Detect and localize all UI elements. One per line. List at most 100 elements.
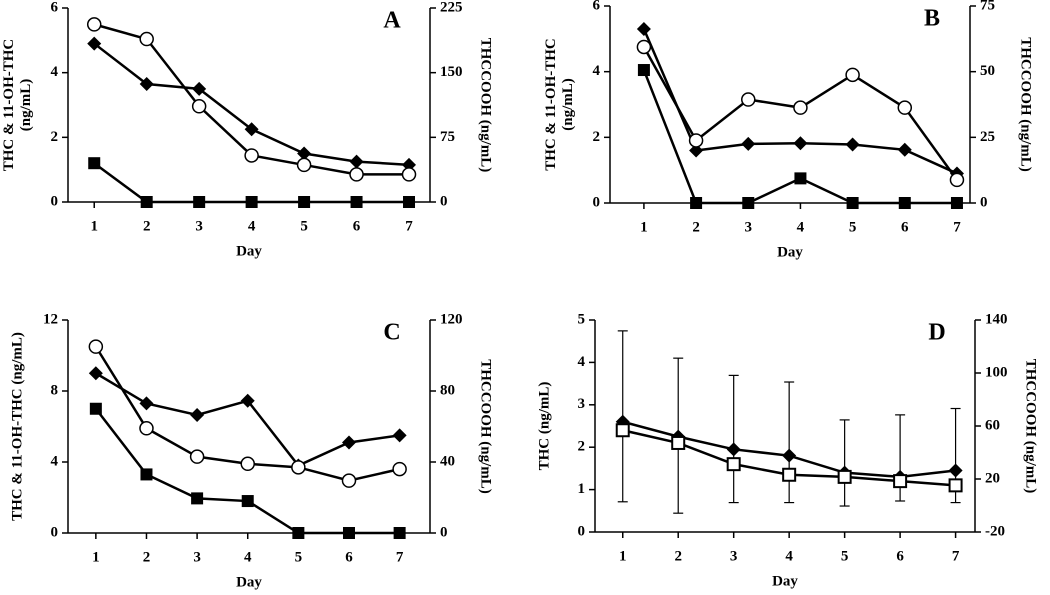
marker	[403, 196, 416, 208]
marker	[87, 36, 102, 51]
x-tick-label: 2	[143, 549, 151, 565]
marker	[742, 197, 755, 209]
marker	[140, 196, 153, 208]
marker	[846, 197, 859, 209]
x-axis-label: Day	[777, 244, 803, 260]
marker	[88, 366, 103, 381]
marker	[240, 393, 255, 408]
series-line	[93, 42, 410, 167]
marker	[350, 196, 363, 208]
x-tick-label: 5	[300, 218, 308, 234]
marker	[191, 492, 204, 505]
x-tick-label: 4	[797, 219, 805, 235]
x-tick-label: 1	[90, 218, 98, 234]
x-tick-label: 7	[405, 218, 413, 234]
y2-tick-label: 140	[985, 311, 1008, 327]
y-axis-label: (ng/mL)	[18, 79, 34, 132]
x-tick-label: 3	[730, 548, 738, 564]
marker	[741, 136, 756, 151]
marker	[139, 31, 154, 47]
y2-tick-label: 60	[985, 417, 1000, 433]
marker	[726, 442, 741, 457]
marker	[192, 81, 207, 96]
marker	[401, 167, 417, 182]
marker	[341, 435, 356, 450]
marker	[782, 467, 797, 482]
panel-title: A	[383, 8, 401, 34]
x-tick-label: 7	[396, 549, 404, 565]
marker	[392, 461, 407, 477]
y-tick-label: 2	[593, 129, 601, 145]
marker	[244, 122, 259, 137]
marker	[636, 39, 652, 55]
x-tick-label: 4	[785, 548, 793, 564]
marker	[845, 67, 860, 83]
marker	[349, 154, 364, 169]
marker	[690, 197, 703, 209]
panel-title: D	[928, 320, 945, 346]
marker	[689, 143, 704, 158]
y-tick-label: 0	[593, 194, 601, 210]
x-axis-label: Day	[236, 243, 262, 259]
y-tick-label: 1	[578, 481, 586, 497]
y-tick-label: 3	[578, 396, 586, 412]
y-tick-label: 4	[51, 64, 59, 80]
marker	[88, 157, 101, 170]
marker	[893, 474, 908, 489]
marker	[615, 423, 630, 438]
y-axis-label: THC & 11-OH-THC (ng/mL)	[9, 332, 25, 521]
marker	[349, 167, 364, 182]
x-tick-label: 6	[353, 218, 361, 234]
y2-axis-label: THCCOOH (ng/mL)	[1023, 359, 1039, 494]
x-tick-label: 2	[143, 218, 151, 234]
marker	[296, 157, 312, 173]
y-axis-label: (ng/mL)	[560, 78, 576, 131]
marker	[392, 428, 407, 443]
marker	[794, 172, 807, 185]
y2-tick-label: 0	[440, 193, 448, 209]
marker	[793, 100, 808, 115]
marker	[741, 92, 756, 107]
y2-axis-label: THCCOOH (ng/mL)	[478, 359, 494, 494]
marker	[393, 527, 406, 539]
y-tick-label: 0	[51, 193, 59, 209]
marker	[240, 456, 255, 472]
marker	[291, 460, 306, 475]
x-tick-label: 3	[193, 549, 201, 565]
y2-tick-label: 0	[980, 194, 988, 210]
marker	[782, 448, 797, 463]
marker	[140, 468, 153, 481]
y-tick-label: 2	[578, 439, 586, 455]
x-tick-label: 1	[92, 549, 100, 565]
marker	[726, 457, 741, 472]
y-tick-label: 0	[51, 524, 59, 540]
y-tick-label: 5	[578, 311, 586, 327]
marker	[793, 136, 808, 151]
y2-tick-label: -20	[985, 523, 1005, 539]
x-tick-label: 4	[244, 549, 252, 565]
x-tick-label: 7	[953, 219, 961, 235]
marker	[190, 407, 205, 422]
marker	[898, 197, 911, 209]
x-tick-label: 3	[195, 218, 203, 234]
marker	[245, 196, 258, 208]
y-axis-label: THC & 11-OH-THC	[543, 38, 559, 171]
marker	[671, 435, 686, 450]
y2-tick-label: 20	[985, 470, 1000, 486]
x-axis-label: Day	[236, 574, 262, 590]
y2-tick-label: 100	[985, 364, 1008, 380]
y-tick-label: 8	[51, 382, 59, 398]
x-tick-label: 4	[248, 218, 256, 234]
marker	[341, 473, 357, 488]
y2-tick-label: 150	[440, 64, 463, 80]
y-tick-label: 4	[578, 354, 586, 370]
marker	[845, 137, 860, 152]
x-tick-label: 1	[640, 219, 648, 235]
marker	[897, 142, 912, 157]
marker	[244, 148, 259, 163]
marker	[837, 469, 852, 484]
x-tick-label: 5	[841, 548, 849, 564]
x-tick-label: 5	[849, 219, 857, 235]
y2-tick-label: 120	[440, 311, 463, 327]
marker	[636, 21, 651, 36]
